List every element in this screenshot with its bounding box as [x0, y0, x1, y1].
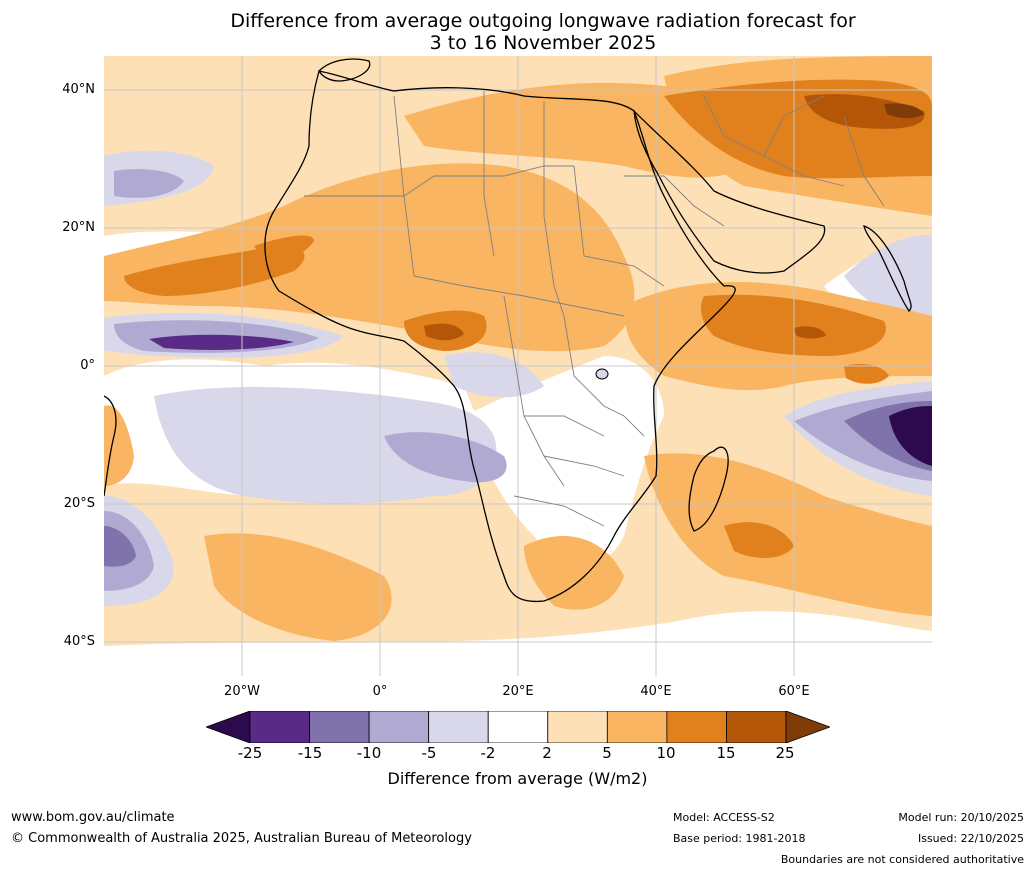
lat-label-0: 0°: [80, 358, 95, 373]
colorbar-extend-min: [206, 711, 251, 743]
negative-zone-gulf-guinea: [384, 432, 507, 483]
cb-tick-minus15: -15: [297, 744, 323, 762]
cb-tick-minus25: -25: [237, 744, 263, 762]
positive-zone-sahel-band: [104, 163, 635, 352]
footer-copyright: © Commonwealth of Australia 2025, Austra…: [11, 831, 472, 846]
colorbar-bin: [726, 711, 787, 743]
cb-tick-25: 25: [775, 744, 795, 762]
lon-label-20w: 20°W: [224, 684, 260, 699]
colorbar-extend-max: [785, 711, 830, 743]
neutral-zone-central-africa: [464, 356, 664, 566]
positive-zone-iran-peak: [804, 94, 925, 129]
footer-base-period: Base period: 1981-2018: [673, 832, 806, 845]
positive-zone-north-africa: [404, 82, 750, 178]
south-america-coastline: [104, 395, 117, 497]
cb-tick-5: 5: [602, 744, 612, 762]
positive-zone-horn-peak: [794, 326, 826, 339]
negative-zone-sw-deep: [104, 526, 136, 567]
colorbar: [206, 711, 830, 743]
negative-zone-atlantic-deep: [149, 334, 294, 350]
positive-zone-south-indian: [644, 453, 932, 616]
cb-tick-15: 15: [716, 744, 736, 762]
title-line-2: 3 to 16 November 2025: [429, 32, 657, 54]
positive-zone-south-indian-core: [724, 522, 794, 558]
chart-title: Difference from average outgoing longwav…: [0, 10, 1035, 54]
lat-label-20n: 20°N: [62, 220, 95, 235]
negative-zone-north-core: [114, 169, 184, 198]
country-boundaries: [304, 91, 885, 527]
colorbar-bin: [428, 711, 489, 743]
lake-victoria: [595, 368, 609, 380]
madagascar-coastline: [688, 446, 729, 532]
footer-website: www.bom.gov.au/climate: [11, 810, 175, 825]
cb-tick-10: 10: [656, 744, 676, 762]
colorbar-bin: [487, 711, 549, 743]
positive-zone-angola-coast: [104, 405, 134, 486]
title-line-1: Difference from average outgoing longwav…: [230, 10, 856, 32]
negative-zone-south-atlantic: [154, 386, 497, 504]
positive-zone-west-africa-core: [124, 245, 305, 296]
lat-label-40n: 40°N: [62, 82, 95, 97]
lon-label-0: 0°: [372, 684, 388, 699]
footer-issued: Issued: 22/10/2025: [917, 832, 1024, 845]
iberia-coastline: [318, 58, 371, 82]
footer-model: Model: ACCESS-S2: [673, 811, 775, 824]
positive-zone-horn-core: [701, 294, 886, 356]
positive-zone-east-core: [844, 364, 889, 384]
lon-label-20e: 20°E: [502, 684, 534, 699]
cb-tick-minus2: -2: [480, 744, 496, 762]
footer-model-run: Model run: 20/10/2025: [898, 811, 1024, 824]
colorbar-bin: [249, 711, 310, 743]
lat-label-20s: 20°S: [63, 496, 95, 511]
negative-zone-indian-extreme: [889, 406, 932, 466]
graticule: [104, 56, 932, 676]
colorbar-bin: [606, 711, 668, 743]
cb-tick-2: 2: [542, 744, 552, 762]
anomaly-map: [104, 56, 932, 676]
colorbar-bin: [666, 711, 727, 743]
lon-label-40e: 40°E: [640, 684, 672, 699]
india-coastline: [863, 225, 912, 313]
colorbar-bin: [309, 711, 370, 743]
colorbar-label: Difference from average (W/m2): [387, 769, 648, 788]
colorbar-bin: [368, 711, 430, 743]
positive-zone-south-atlantic: [204, 533, 392, 641]
positive-zone-guinea-peak: [424, 323, 464, 341]
positive-zone-west-sahel-core: [254, 235, 314, 261]
lon-label-60e: 60°E: [778, 684, 810, 699]
footer-disclaimer: Boundaries are not considered authoritat…: [780, 853, 1024, 866]
cb-tick-minus5: -5: [421, 744, 437, 762]
cb-tick-minus10: -10: [356, 744, 382, 762]
positive-zone-south-africa: [524, 536, 624, 610]
positive-zone-iran-extreme: [884, 103, 924, 119]
lat-label-40s: 40°S: [63, 634, 95, 649]
colorbar-bin: [547, 711, 608, 743]
